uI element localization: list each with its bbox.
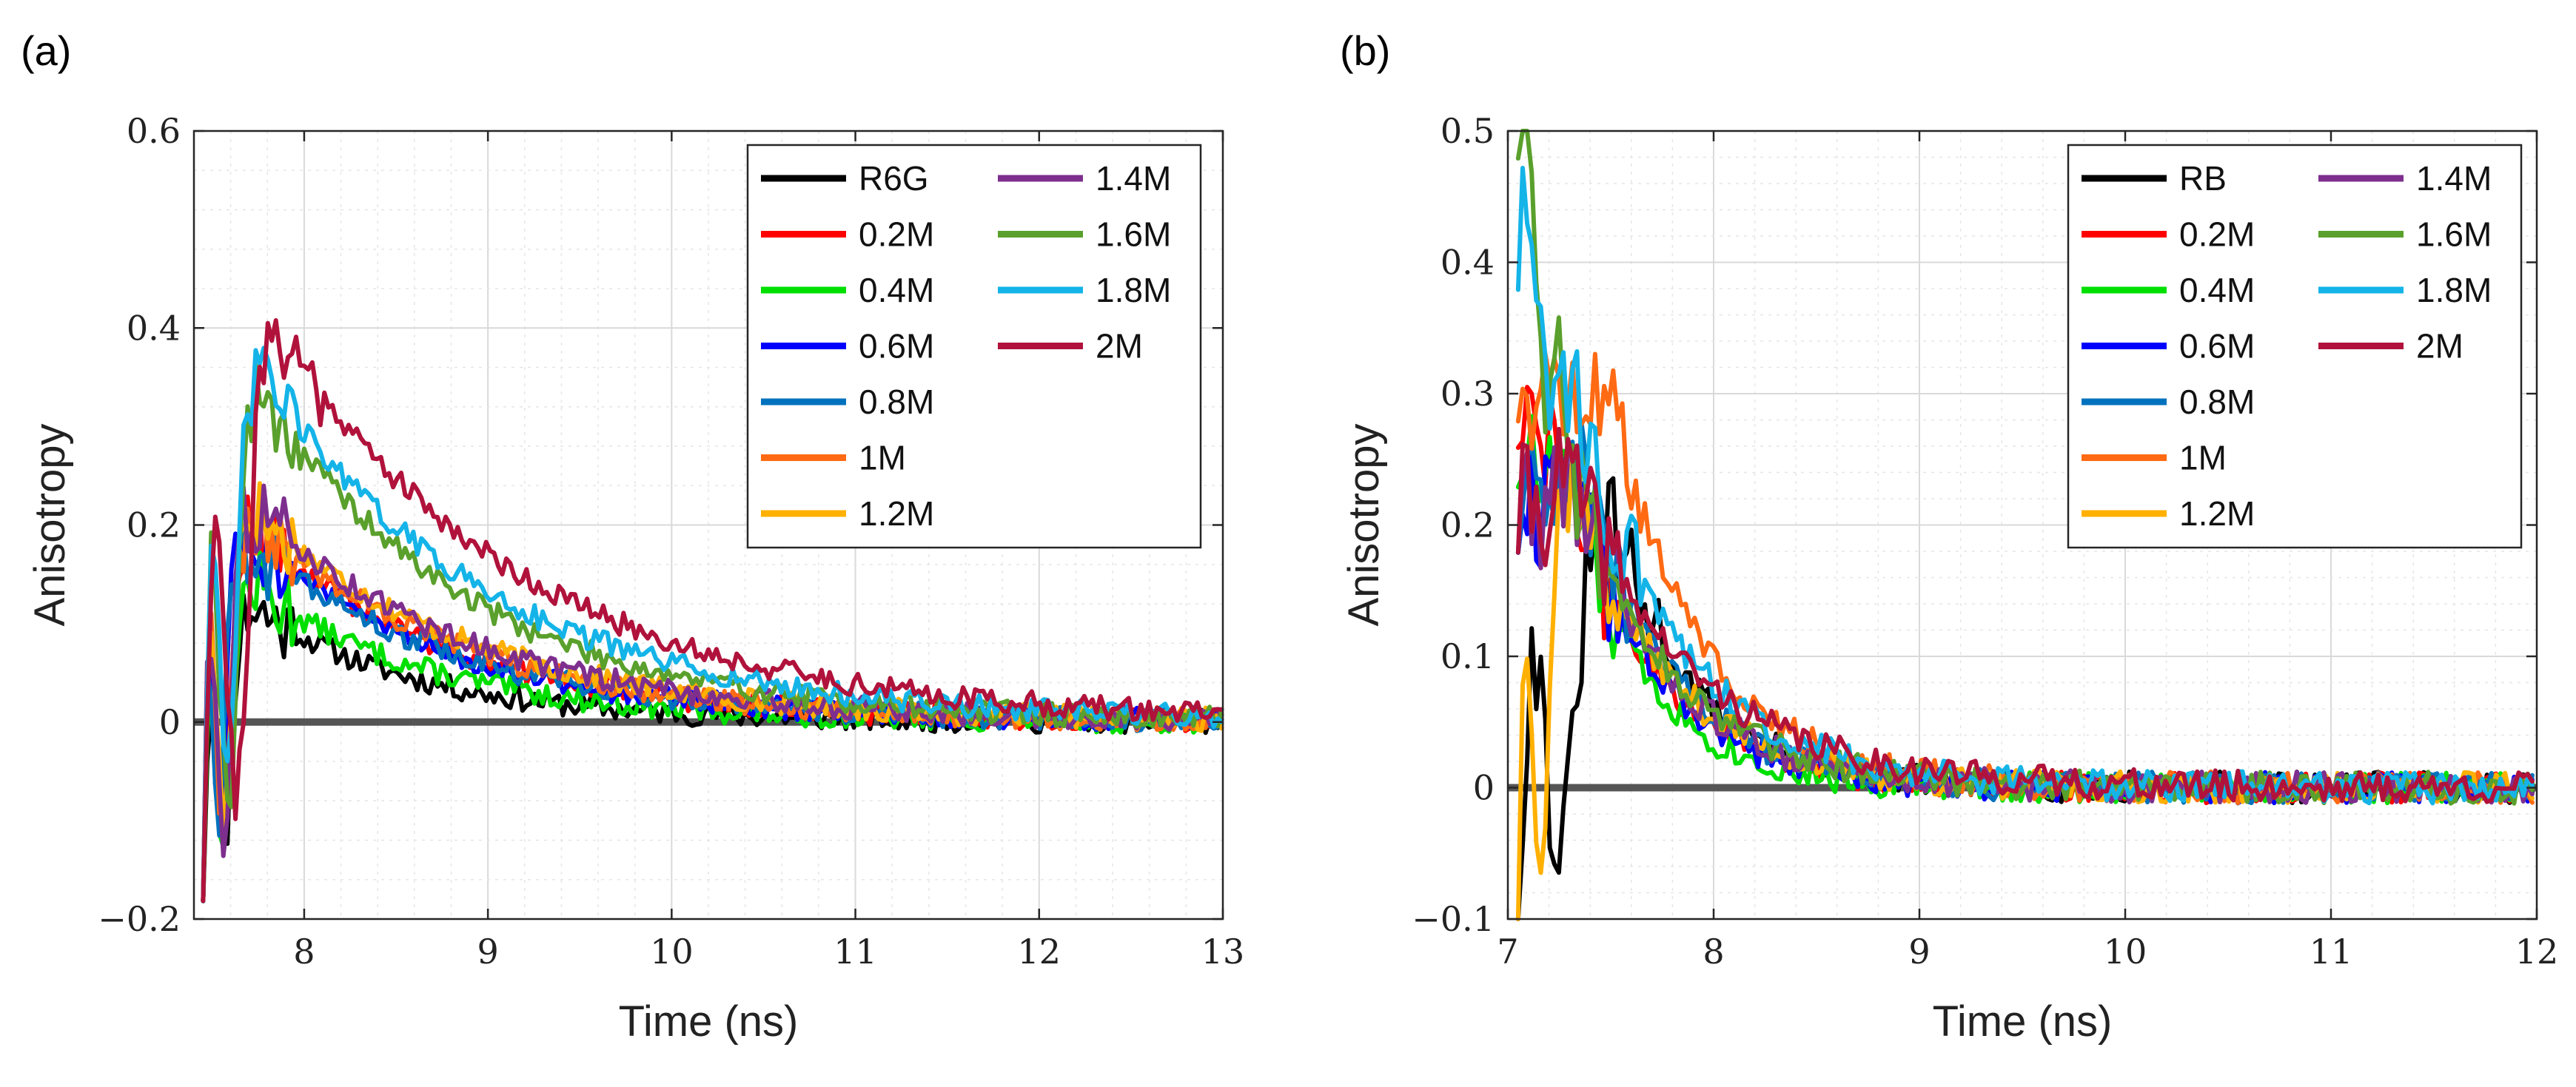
- panel-a-legend-label: 1M: [859, 439, 906, 477]
- panel-a-legend-label: 1.6M: [1096, 215, 1171, 254]
- panel-b-legend-label: 0.6M: [2179, 327, 2255, 366]
- panel-b-legend-label: 0.8M: [2179, 383, 2255, 421]
- panel-a-y-tick-label: 0: [159, 702, 181, 742]
- panel-b-x-tick-label: 9: [1908, 932, 1930, 972]
- panel-b-legend-item: 1M: [2082, 439, 2227, 477]
- panel-a-x-tick-label: 12: [1018, 932, 1061, 972]
- panel-a-legend-label: 1.8M: [1096, 271, 1171, 309]
- panel-b-legend-label: 2M: [2416, 327, 2463, 366]
- panel-a-y-tick-label: 0.4: [127, 308, 181, 348]
- panel-b-legend-item: 0.4M: [2082, 271, 2255, 309]
- panel-a-legend-item: 1.6M: [998, 215, 1171, 254]
- panel-b-series-2m: [1515, 426, 2535, 804]
- panel-a: (a) 8 9 10 11 12 13 −0.2 0 0.2 0.4 0.6 Time (ns) A…: [21, 27, 1244, 1046]
- panel-b-x-tick-label: 7: [1497, 932, 1518, 972]
- panel-b: (b) 7 8 9 10 11 12 −0.1 0 0.1 0.2 0.3 0.4 0.5 Time (…: [1340, 27, 2558, 1046]
- panel-a-legend-label: 0.6M: [859, 327, 934, 366]
- panel-b-x-tick-label: 12: [2515, 932, 2559, 972]
- panel-a-legend-label: 0.4M: [859, 271, 934, 309]
- panel-a-legend-label: 1.2M: [859, 494, 934, 533]
- panel-b-legend: RB 0.2M 0.4M 0.6M 0.8M 1M 1.2M 1.4M 1.6M 1.8M 2M: [2067, 144, 2523, 549]
- panel-b-series: [1515, 129, 2535, 921]
- panel-b-y-axis-title: Anisotropy: [1340, 423, 1388, 626]
- panel-b-x-tick-label: 10: [2104, 932, 2147, 972]
- panel-b-y-tick-label: 0.4: [1440, 243, 1495, 283]
- panel-b-legend-item: 0.6M: [2082, 327, 2255, 366]
- panel-a-series-1p4m: [201, 483, 1224, 903]
- panel-a-x-axis-title: Time (ns): [619, 997, 799, 1046]
- panel-b-y-tick-label: −0.1: [1412, 899, 1495, 939]
- panel-a-legend-label: 1.4M: [1096, 159, 1171, 198]
- panel-a-y-tick-label: 0.6: [127, 111, 181, 151]
- panel-a-legend-item: 0.4M: [761, 271, 934, 309]
- panel-a-ticks: 8 9 10 11 12 13 −0.2 0 0.2 0.4 0.6: [98, 111, 1244, 972]
- panel-a-legend-item: 1.8M: [998, 271, 1171, 309]
- panel-a-legend-item: 1M: [761, 439, 906, 477]
- panel-b-y-tick-label: 0.2: [1440, 505, 1495, 545]
- panel-a-series-2m: [201, 318, 1224, 903]
- panel-b-legend-label: 0.2M: [2179, 215, 2255, 254]
- panel-a-x-tick-label: 9: [477, 932, 499, 972]
- panel-b-y-tick-label: 0: [1473, 768, 1495, 808]
- panel-b-legend-item: 2M: [2318, 327, 2463, 366]
- panel-b-label: (b): [1340, 27, 1390, 74]
- panel-b-legend-label: 1.8M: [2416, 271, 2492, 309]
- panel-a-x-tick-label: 8: [293, 932, 315, 972]
- panel-a-legend-item: R6G: [761, 159, 929, 198]
- panel-b-legend-label: 0.4M: [2179, 271, 2255, 309]
- panel-b-x-tick-label: 8: [1703, 932, 1724, 972]
- panel-a-y-tick-label: 0.2: [127, 505, 181, 545]
- panel-a-legend-label: R6G: [859, 159, 929, 198]
- panel-b-legend-item: 0.2M: [2082, 215, 2255, 254]
- panel-b-legend-label: 1.2M: [2179, 494, 2255, 533]
- panel-b-legend-label: 1M: [2179, 439, 2227, 477]
- panel-a-legend-item: 0.8M: [761, 383, 934, 421]
- panel-a-legend: R6G 0.2M 0.4M 0.6M 0.8M 1M 1.2M 1.4M 1.6M 1.8M 2M: [746, 144, 1202, 549]
- panel-a-legend-label: 0.2M: [859, 215, 934, 254]
- panel-b-legend-item: 1.6M: [2318, 215, 2492, 254]
- panel-b-legend-item: RB: [2082, 159, 2227, 198]
- panel-b-legend-label: RB: [2179, 159, 2227, 198]
- panel-b-legend-label: 1.4M: [2416, 159, 2492, 198]
- panel-a-legend-item: 0.6M: [761, 327, 934, 366]
- panel-a-x-tick-label: 13: [1201, 932, 1245, 972]
- panel-b-ticks: 7 8 9 10 11 12 −0.1 0 0.1 0.2 0.3 0.4 0.5: [1412, 111, 2558, 972]
- panel-b-legend-label: 1.6M: [2416, 215, 2492, 254]
- panel-a-y-axis-title: Anisotropy: [26, 423, 74, 626]
- panel-a-series-1p6m: [201, 363, 1224, 903]
- panel-a-x-tick-label: 10: [650, 932, 694, 972]
- panel-a-series: [201, 318, 1224, 903]
- panel-a-y-tick-label: −0.2: [98, 899, 181, 939]
- panel-a-legend-item: 1.4M: [998, 159, 1171, 198]
- panel-b-legend-item: 0.8M: [2082, 383, 2255, 421]
- panel-a-legend-item: 1.2M: [761, 494, 934, 533]
- panel-b-x-axis-title: Time (ns): [1933, 997, 2113, 1046]
- panel-b-legend-item: 1.8M: [2318, 271, 2492, 309]
- panel-b-legend-item: 1.2M: [2082, 494, 2255, 533]
- panel-a-legend-label: 2M: [1096, 327, 1143, 366]
- panel-a-legend-label: 0.8M: [859, 383, 934, 421]
- panel-b-legend-item: 1.4M: [2318, 159, 2492, 198]
- panel-a-label: (a): [21, 27, 71, 74]
- panel-a-legend-item: 2M: [998, 327, 1143, 366]
- panel-a-x-tick-label: 11: [833, 932, 877, 972]
- panel-b-y-tick-label: 0.5: [1440, 111, 1495, 151]
- panel-b-y-tick-label: 0.1: [1440, 636, 1495, 676]
- panel-b-y-tick-label: 0.3: [1440, 374, 1495, 414]
- panel-b-x-tick-label: 11: [2310, 932, 2353, 972]
- panel-a-legend-item: 0.2M: [761, 215, 934, 254]
